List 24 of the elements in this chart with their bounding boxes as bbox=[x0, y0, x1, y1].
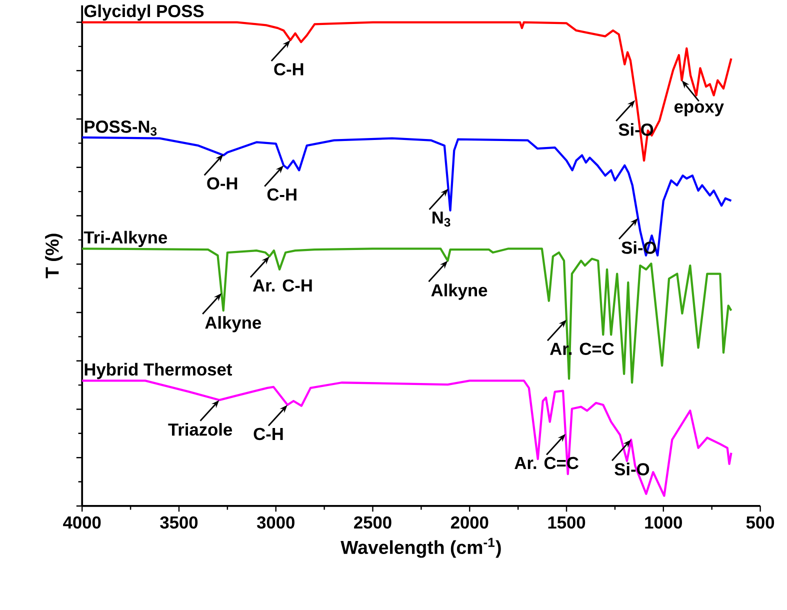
x-tick-label: 1500 bbox=[548, 516, 586, 529]
x-tick-label: 500 bbox=[746, 516, 774, 529]
annotation: Ar. C-H bbox=[252, 279, 312, 292]
x-tick-label: 3500 bbox=[160, 516, 198, 529]
y-axis-title: T (%) bbox=[45, 234, 63, 278]
x-tick-label: 2000 bbox=[450, 516, 488, 529]
x-tick-label: 4000 bbox=[63, 516, 101, 529]
annotation: O-H bbox=[207, 177, 238, 190]
series-label: Hybrid Thermoset bbox=[84, 362, 232, 380]
x-tick-label: 1000 bbox=[645, 516, 682, 529]
annotation: C-H bbox=[254, 428, 283, 440]
x-tick-label: 3000 bbox=[256, 516, 294, 529]
annotation: N$_{3}$ bbox=[432, 212, 450, 227]
annotation: C-H bbox=[267, 188, 296, 201]
x-tick-label: 2500 bbox=[354, 516, 392, 529]
annotation: Alkyne bbox=[205, 316, 262, 332]
x-axis-title: Wavelength (cm$^{-1}$) bbox=[340, 538, 501, 558]
series-label: Tri-Alkyne bbox=[84, 230, 168, 247]
annotation: Triazole bbox=[168, 422, 232, 436]
series-label: POSS-N$_{3}$ bbox=[84, 120, 157, 136]
annotation: Alkyne bbox=[431, 284, 488, 300]
annotation: epoxy bbox=[674, 103, 724, 116]
annotation: C-H bbox=[274, 63, 304, 76]
series-label: Glycidyl POSS bbox=[84, 4, 204, 21]
